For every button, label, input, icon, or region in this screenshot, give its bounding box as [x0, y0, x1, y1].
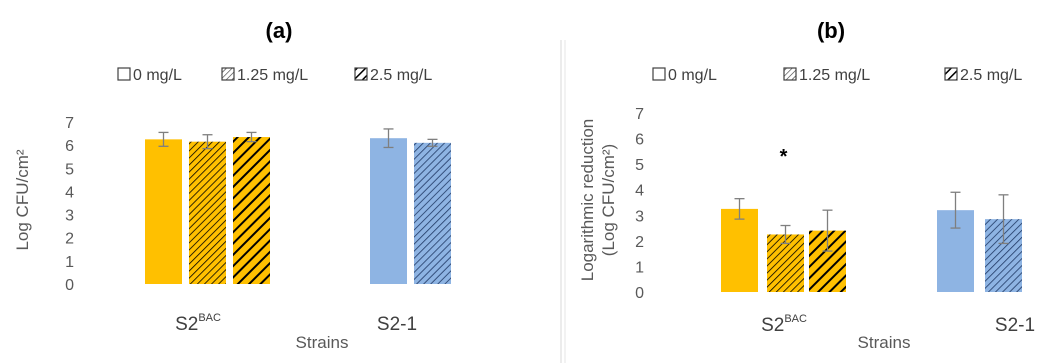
chart-title: (a) — [266, 18, 293, 43]
y-tick-label: 0 — [65, 277, 74, 294]
bar-1-25-mg-l-cat1 — [414, 142, 451, 284]
y-tick-label: 5 — [635, 157, 644, 174]
x-category-label: S2BAC — [761, 313, 807, 336]
error-bar — [950, 191, 961, 229]
error-bar — [780, 224, 791, 245]
bar-0-mg-l-cat0 — [721, 208, 758, 292]
legend-swatch — [944, 67, 958, 81]
y-tick-label: 2 — [65, 231, 74, 248]
x-axis-title: Strains — [858, 333, 911, 352]
legend-label: 0 mg/L — [133, 67, 182, 84]
error-bar — [734, 198, 745, 220]
legend-swatch — [652, 67, 666, 81]
y-tick-label: 6 — [65, 138, 74, 155]
significance-marker: * — [780, 146, 788, 168]
bar-0-mg-l-cat0 — [145, 139, 182, 284]
legend-label: 1.25 mg/L — [237, 67, 308, 84]
y-tick-label: 6 — [635, 132, 644, 149]
y-tick-label: 2 — [635, 234, 644, 251]
y-tick-label: 1 — [65, 254, 74, 271]
y-tick-label: 4 — [635, 183, 644, 200]
error-bar — [246, 131, 257, 143]
x-category-label: S2-1 — [995, 315, 1035, 336]
error-bar — [202, 134, 213, 150]
error-bar — [158, 131, 169, 147]
y-tick-label: 7 — [635, 106, 644, 123]
bar-2-5-mg-l-cat0 — [233, 137, 270, 284]
y-tick-label: 3 — [65, 208, 74, 225]
bar-1-25-mg-l-cat0 — [189, 141, 226, 284]
y-axis-title: Log CFU/cm² — [13, 149, 32, 250]
chart-panel-b: (b) 0 mg/L 1.25 mg/L 2.5 mg/L 0 1 2 3 4 5 6 7 Logari… — [578, 18, 1035, 352]
y-tick-label: 4 — [65, 184, 74, 201]
chart-panel-a: (a) 0 mg/L 1.25 mg/L 2.5 mg/L 0 1 2 3 4 5 6 7 Log CF… — [13, 18, 451, 352]
error-bar — [822, 209, 833, 252]
legend-label: 2.5 mg/L — [960, 67, 1022, 84]
y-tick-label: 3 — [635, 208, 644, 225]
legend-label: 2.5 mg/L — [370, 67, 432, 84]
y-tick-label: 5 — [65, 161, 74, 178]
legend-swatch — [783, 67, 797, 81]
y-tick-label: 0 — [635, 285, 644, 302]
legend-label: 0 mg/L — [668, 67, 717, 84]
y-axis-title: Logarithmic reduction (Log CFU/cm²) — [578, 119, 618, 282]
chart-title: (b) — [817, 18, 845, 43]
x-axis-title: Strains — [296, 333, 349, 352]
error-bar — [383, 128, 394, 149]
legend-swatch — [117, 67, 131, 81]
error-bar — [427, 138, 438, 147]
legend-swatch — [354, 67, 368, 81]
y-tick-label: 1 — [635, 259, 644, 276]
x-category-label: S2BAC — [175, 312, 221, 335]
bar-0-mg-l-cat1 — [370, 138, 407, 284]
legend-swatch — [221, 67, 235, 81]
x-category-label: S2-1 — [377, 314, 417, 335]
error-bar — [998, 194, 1009, 245]
legend-label: 1.25 mg/L — [799, 67, 870, 84]
y-tick-label: 7 — [65, 115, 74, 132]
